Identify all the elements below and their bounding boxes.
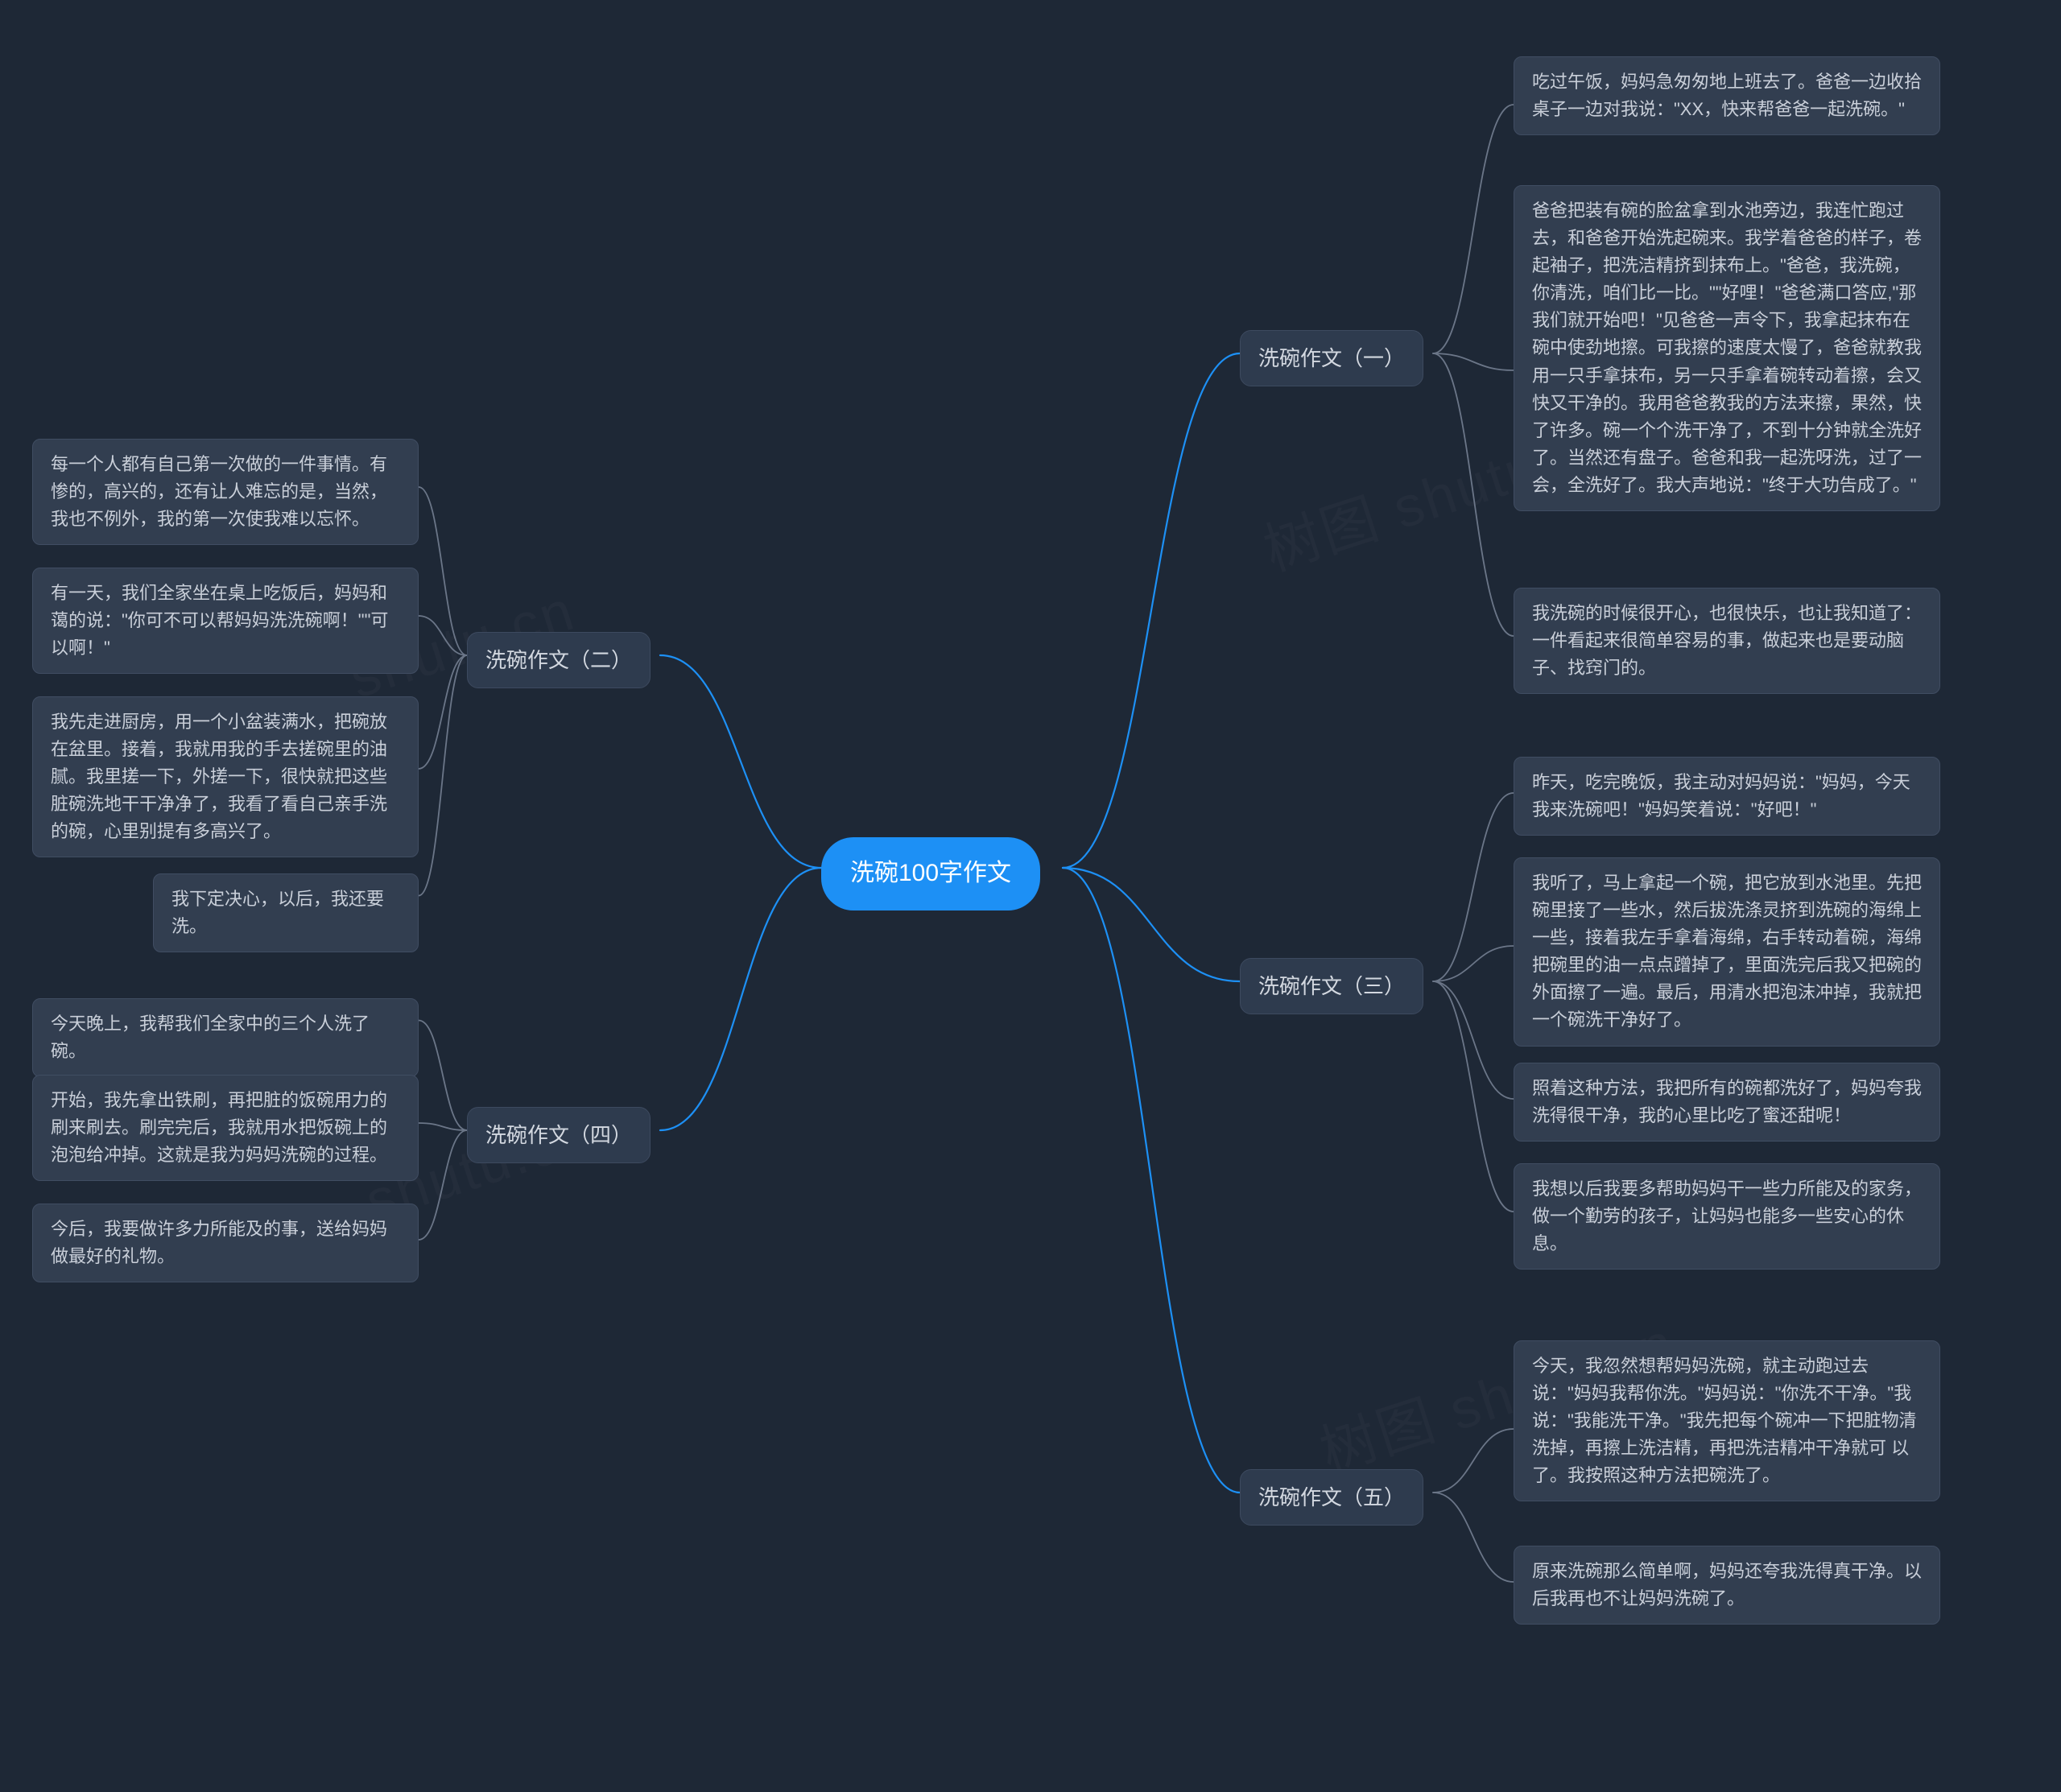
leaf-node-b3-2: 照着这种方法，我把所有的碗都洗好了，妈妈夸我洗得很干净，我的心里比吃了蜜还甜呢！ <box>1514 1063 1940 1142</box>
leaf-node-b1-2: 我洗碗的时候很开心，也很快乐，也让我知道了：一件看起来很简单容易的事，做起来也是… <box>1514 588 1940 694</box>
leaf-node-b1-1: 爸爸把装有碗的脸盆拿到水池旁边，我连忙跑过去，和爸爸开始洗起碗来。我学着爸爸的样… <box>1514 185 1940 511</box>
leaf-node-b5-1: 原来洗碗那么简单啊，妈妈还夸我洗得真干净。以后我再也不让妈妈洗碗了。 <box>1514 1546 1940 1625</box>
leaf-node-b2-3: 我下定决心，以后，我还要洗。 <box>153 873 419 952</box>
branch-node-b4: 洗碗作文（四） <box>467 1107 651 1163</box>
branch-node-b5: 洗碗作文（五） <box>1240 1469 1423 1526</box>
root-node: 洗碗100字作文 <box>821 837 1040 910</box>
branch-node-b2: 洗碗作文（二） <box>467 632 651 688</box>
leaf-node-b4-2: 今后，我要做许多力所能及的事，送给妈妈做最好的礼物。 <box>32 1204 419 1282</box>
leaf-node-b3-3: 我想以后我要多帮助妈妈干一些力所能及的家务，做一个勤劳的孩子，让妈妈也能多一些安… <box>1514 1163 1940 1270</box>
leaf-node-b5-0: 今天，我忽然想帮妈妈洗碗，就主动跑过去说："妈妈我帮你洗。"妈妈说："你洗不干净… <box>1514 1340 1940 1501</box>
leaf-node-b2-0: 每一个人都有自己第一次做的一件事情。有惨的，高兴的，还有让人难忘的是，当然，我也… <box>32 439 419 545</box>
branch-node-b3: 洗碗作文（三） <box>1240 958 1423 1014</box>
leaf-node-b3-0: 昨天，吃完晚饭，我主动对妈妈说："妈妈，今天我来洗碗吧！"妈妈笑着说："好吧！" <box>1514 757 1940 836</box>
leaf-node-b3-1: 我听了，马上拿起一个碗，把它放到水池里。先把碗里接了一些水，然后拔洗涤灵挤到洗碗… <box>1514 857 1940 1047</box>
leaf-node-b2-1: 有一天，我们全家坐在桌上吃饭后，妈妈和蔼的说："你可不可以帮妈妈洗洗碗啊！""可… <box>32 568 419 674</box>
leaf-node-b4-0: 今天晚上，我帮我们全家中的三个人洗了碗。 <box>32 998 419 1077</box>
leaf-node-b1-0: 吃过午饭，妈妈急匆匆地上班去了。爸爸一边收拾桌子一边对我说："XX，快来帮爸爸一… <box>1514 56 1940 135</box>
branch-node-b1: 洗碗作文（一） <box>1240 330 1423 386</box>
leaf-node-b2-2: 我先走进厨房，用一个小盆装满水，把碗放在盆里。接着，我就用我的手去搓碗里的油腻。… <box>32 696 419 857</box>
leaf-node-b4-1: 开始，我先拿出铁刷，再把脏的饭碗用力的刷来刷去。刷完完后，我就用水把饭碗上的泡泡… <box>32 1075 419 1181</box>
